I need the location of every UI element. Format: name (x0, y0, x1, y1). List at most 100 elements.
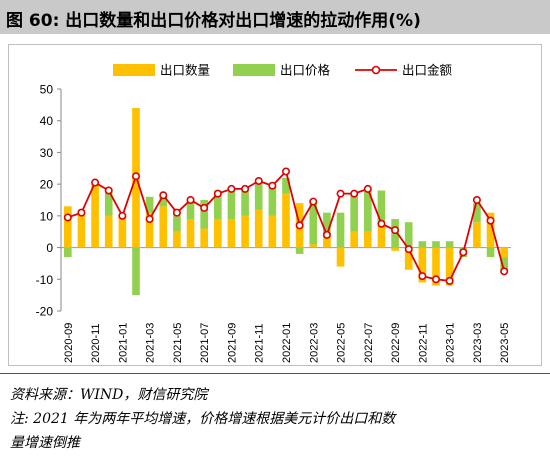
bar-price (364, 190, 372, 232)
marker-amount (431, 275, 440, 284)
x-tick-label: 2022-07 (363, 323, 375, 363)
x-tick-label: 2022-03 (308, 323, 320, 363)
x-tick-label: 2022-01 (281, 323, 293, 363)
bar-quantity (336, 247, 345, 267)
bar-quantity (77, 212, 86, 248)
bar-price (295, 247, 304, 254)
bar-quantity (432, 247, 440, 286)
legend-quantity-label: 出口数量 (160, 63, 210, 78)
marker-amount (445, 276, 454, 285)
bar-quantity (268, 215, 277, 248)
bar-price (500, 257, 508, 273)
bar-price (486, 247, 495, 258)
bar-price (241, 187, 249, 216)
marker-amount (377, 219, 386, 228)
bar-price (350, 193, 358, 232)
bar-price (254, 180, 263, 210)
marker-amount (391, 226, 400, 235)
bar-quantity (118, 215, 127, 248)
marker-amount (486, 216, 495, 225)
marker-amount (132, 172, 141, 181)
bar-quantity (445, 247, 454, 286)
marker-amount (172, 208, 181, 217)
y-tick-label: 40 (40, 114, 54, 128)
bar-price (159, 193, 168, 207)
bar-price (64, 247, 72, 258)
marker-amount (159, 191, 168, 200)
bar-quantity (173, 231, 181, 248)
chart-frame: -20 -10 0 10 20 30 40 50 2020-09 2020-11 2021-01 20… (8, 44, 542, 366)
bar-price (418, 241, 427, 248)
x-tick-label: 2020-11 (90, 323, 102, 363)
y-tick-label: 10 (40, 209, 54, 223)
bar-price (377, 190, 386, 223)
bar-quantity (214, 219, 222, 248)
marker-amount (472, 196, 481, 205)
x-tick-label: 2021-07 (199, 323, 211, 363)
source-text: 资料来源：WIND，财信研究院 (10, 387, 208, 403)
marker-amount (118, 211, 127, 220)
marker-amount (336, 189, 345, 198)
bar-price (404, 222, 413, 248)
bar-quantity (282, 193, 290, 248)
marker-amount (404, 245, 413, 254)
bar-price (309, 200, 318, 245)
bar-quantity (377, 222, 386, 248)
marker-amount (268, 181, 277, 190)
y-tick-label: 0 (46, 241, 53, 255)
y-tick-label: 30 (40, 146, 54, 160)
bar-price (336, 212, 345, 248)
marker-amount (104, 186, 113, 195)
marker-amount (350, 189, 359, 198)
marker-amount (254, 176, 263, 185)
marker-amount (145, 215, 154, 224)
y-tick-label: -20 (36, 305, 54, 319)
bar-quantity (145, 212, 154, 248)
bar-price (200, 200, 208, 229)
note-text-line-2: 量增速倒推 (10, 435, 80, 451)
x-tick-label: 2020-09 (63, 323, 75, 363)
x-tick-label: 2022-11 (417, 323, 429, 363)
x-tick-label: 2023-01 (445, 323, 457, 363)
bar-quantity (486, 212, 495, 248)
marker-amount (459, 248, 468, 257)
bar-price (145, 196, 154, 213)
legend-amount-label: 出口金额 (402, 63, 453, 78)
marker-amount (186, 196, 195, 205)
x-tick-label: 2022-05 (336, 323, 348, 363)
bar-quantity (473, 222, 481, 248)
x-tick-label: 2023-03 (472, 323, 484, 363)
x-tick-label: 2021-05 (172, 323, 184, 363)
bar-price (323, 212, 331, 235)
x-tick-label: 2021-11 (254, 323, 266, 363)
legend-price-swatch (233, 64, 275, 76)
bar-price (186, 200, 195, 220)
bar-quantity (254, 209, 263, 248)
bar-quantity (241, 215, 249, 248)
marker-amount (418, 272, 427, 281)
chart: -20 -10 0 10 20 30 40 50 2020-09 2020-11 2021-01 20… (36, 63, 512, 364)
note-text-line-1: 注: 2021 年为两年平均增速，价格增速根据美元计价出口和数 (10, 411, 396, 427)
bar-quantity (391, 247, 399, 251)
bar-price (282, 177, 290, 194)
title-bar: 图 60: 出口数量和出口价格对出口增速的拉动作用(%) (0, 0, 550, 34)
bar-price (104, 190, 113, 216)
bar-price (268, 184, 277, 216)
y-tick-label: 50 (40, 83, 54, 97)
marker-amount (241, 184, 250, 193)
x-tick-label: 2021-01 (117, 323, 129, 363)
bar-quantity (91, 184, 99, 248)
bar-quantity (309, 244, 318, 248)
footer-rule (0, 373, 550, 374)
bar-price (445, 241, 454, 248)
marker-amount (77, 208, 86, 217)
bar-quantity (500, 247, 508, 258)
bar-quantity (418, 247, 427, 283)
x-tick-label: 2022-09 (390, 323, 402, 363)
marker-amount (213, 189, 222, 198)
legend-price-label: 出口价格 (280, 63, 331, 78)
marker-amount (295, 221, 304, 230)
x-tick-label: 2021-09 (226, 323, 238, 363)
bar-quantity (364, 231, 372, 248)
bar-quantity (404, 247, 413, 270)
